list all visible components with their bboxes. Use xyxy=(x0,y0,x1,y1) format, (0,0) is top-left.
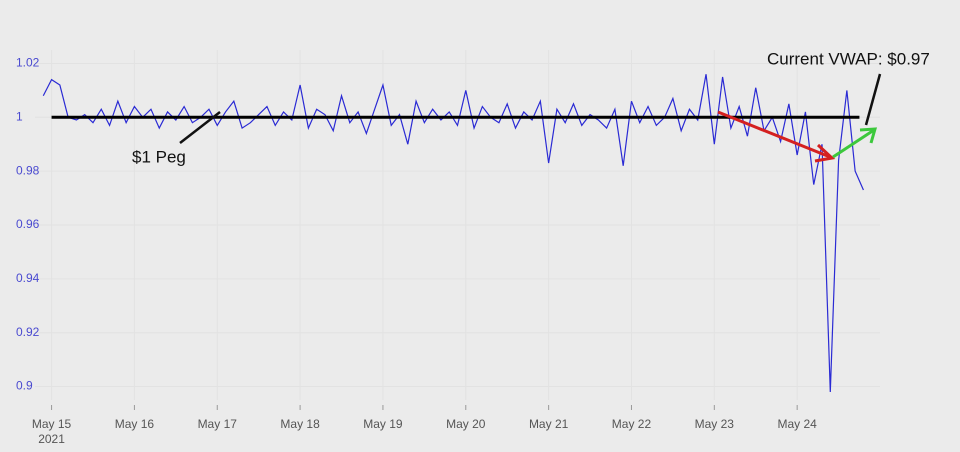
y-tick-label: 0.96 xyxy=(16,217,40,231)
y-tick-label: 1 xyxy=(16,109,23,123)
y-tick-label: 0.9 xyxy=(16,379,33,393)
x-tick-label: May 16 xyxy=(115,417,155,431)
x-tick-label: May 24 xyxy=(777,417,817,431)
decline-arrow xyxy=(717,110,831,159)
x-tick-label: May 20 xyxy=(446,417,486,431)
x-tick-label: May 21 xyxy=(529,417,569,431)
x-tick-label: May 18 xyxy=(280,417,320,431)
y-tick-label: 0.94 xyxy=(16,271,40,285)
peg-label: $1 Peg xyxy=(132,147,186,166)
x-tick-label: May 17 xyxy=(198,417,238,431)
year-label: 2021 xyxy=(38,432,65,446)
grid xyxy=(35,50,880,400)
y-tick-label: 0.92 xyxy=(16,325,40,339)
x-tick-label: May 15 xyxy=(32,417,72,431)
recovery-arrow-head xyxy=(859,127,878,144)
y-tick-label: 1.02 xyxy=(16,56,40,70)
recovery-arrow xyxy=(832,128,875,159)
x-tick-label: May 19 xyxy=(363,417,403,431)
x-tick-label: May 22 xyxy=(612,417,652,431)
vwap-label: Current VWAP: $0.97 xyxy=(767,49,930,68)
x-tick-label: May 23 xyxy=(695,417,735,431)
y-tick-label: 0.98 xyxy=(16,163,40,177)
decline-arrow-head xyxy=(814,143,836,163)
peg-pointer xyxy=(179,111,221,144)
vwap-pointer xyxy=(864,73,882,126)
plot xyxy=(42,74,864,392)
